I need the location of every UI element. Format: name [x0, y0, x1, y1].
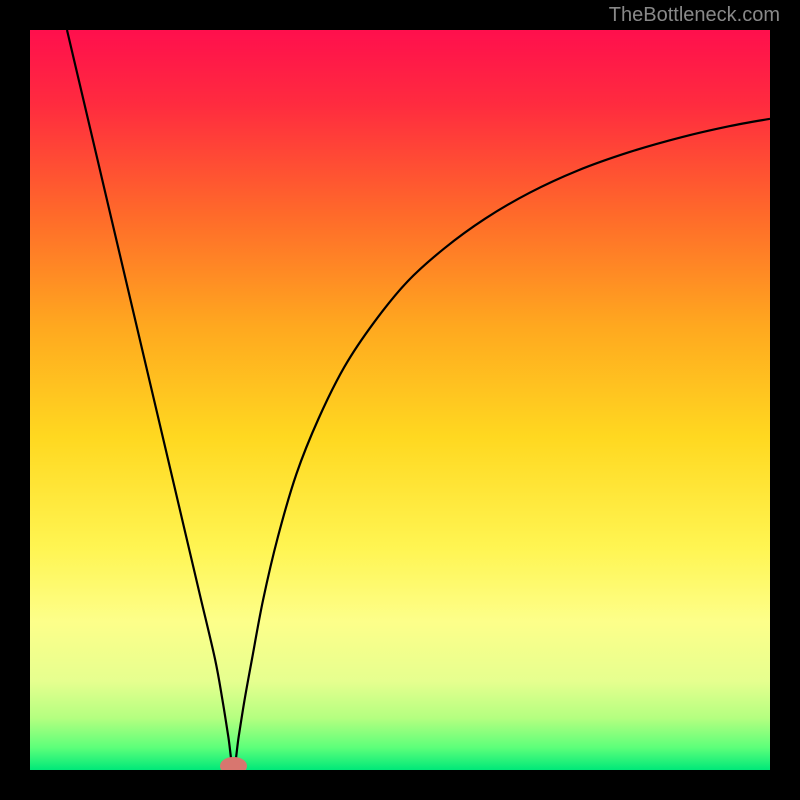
plot-area [30, 30, 770, 770]
bottleneck-curve [30, 30, 770, 770]
notch-marker [220, 757, 247, 770]
attribution-text: TheBottleneck.com [609, 4, 780, 27]
